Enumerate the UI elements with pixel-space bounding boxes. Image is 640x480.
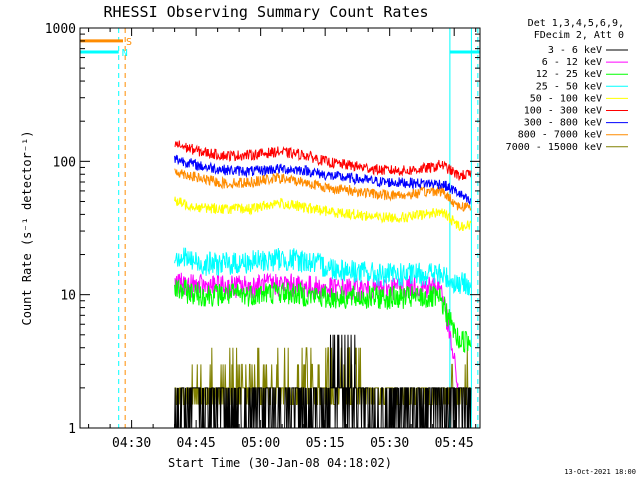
x-tick-label-0: 04:30 [112, 436, 151, 451]
x-tick-label-1: 04:45 [177, 436, 216, 451]
x-tick-label-5: 05:45 [435, 436, 474, 451]
generation-timestamp: 13-Oct-2021 18:00 [564, 468, 636, 476]
y-tick-label-1: 10 [60, 289, 76, 304]
x-axis: 04:30 04:45 05:00 05:15 05:30 05:45 [88, 28, 477, 451]
y-axis-label: Count Rate (s⁻¹ detector⁻¹) [20, 130, 34, 325]
legend: Det 1,3,4,5,6,9, FDecim 2, Att 0 3 - 6 k… [506, 18, 628, 153]
legend-header-fdecim: FDecim 2, Att 0 [534, 30, 624, 41]
legend-label-7: 800 - 7000 keV [518, 130, 602, 141]
x-tick-label-3: 05:15 [306, 436, 345, 451]
series-line-2 [174, 278, 472, 353]
x-tick-label-2: 05:00 [241, 436, 280, 451]
x-axis-label: Start Time (30-Jan-08 04:18:02) [168, 456, 392, 470]
chart-title: RHESSI Observing Summary Count Rates [103, 3, 428, 21]
flag-label-n: N [122, 48, 128, 59]
legend-header-detectors: Det 1,3,4,5,6,9, [528, 18, 624, 29]
y-tick-label-3: 1000 [45, 22, 76, 37]
series-line-4 [174, 196, 472, 232]
legend-label-3: 25 - 50 keV [536, 81, 602, 92]
legend-label-1: 6 - 12 keV [542, 57, 602, 68]
series-line-3 [174, 247, 472, 296]
legend-label-6: 300 - 800 keV [524, 118, 602, 129]
series-line-7 [174, 168, 472, 212]
plot-frame [79, 27, 481, 429]
x-tick-label-4: 05:30 [370, 436, 409, 451]
legend-label-8: 7000 - 15000 keV [506, 142, 602, 153]
legend-label-5: 100 - 300 keV [524, 106, 602, 117]
legend-label-2: 12 - 25 keV [536, 69, 602, 80]
legend-label-4: 50 - 100 keV [530, 93, 602, 104]
series-line-6 [174, 154, 471, 205]
y-axis: 1 10 100 1000 [45, 22, 480, 437]
series-line-5 [174, 140, 472, 181]
plot-data: SN [79, 28, 480, 429]
y-tick-label-2: 100 [53, 155, 76, 170]
y-tick-label-0: 1 [68, 422, 76, 437]
flag-label-s: S [126, 37, 132, 48]
legend-label-0: 3 - 6 keV [548, 45, 602, 56]
